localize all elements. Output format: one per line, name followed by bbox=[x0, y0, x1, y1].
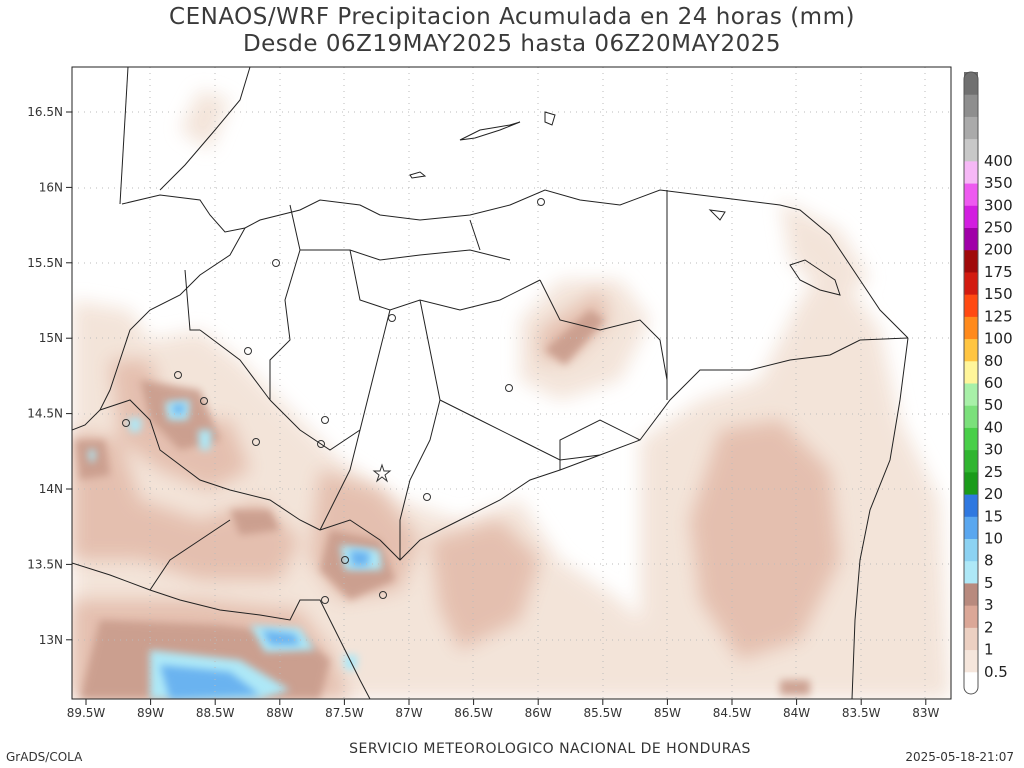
x-tick-label: 83.5W bbox=[842, 706, 881, 720]
colorbar-swatch bbox=[964, 360, 978, 384]
colorbar-swatch bbox=[964, 494, 978, 517]
colorbar-swatch bbox=[964, 405, 978, 428]
colorbar-level-label: 300 bbox=[984, 196, 1013, 214]
colorbar-level-label: 1 bbox=[984, 641, 994, 659]
colorbar-level-label: 100 bbox=[984, 330, 1013, 348]
x-tick-label: 86.5W bbox=[454, 706, 493, 720]
colorbar-swatch bbox=[964, 94, 978, 117]
colorbar-legend: 0.5 1 2 3 5 8 10 15 20 25 30 40 50 60 80 100 125 150 175 20… bbox=[963, 71, 1013, 695]
x-tick-label: 87W bbox=[395, 706, 422, 720]
colorbar-swatch bbox=[964, 294, 978, 317]
footer-agency: SERVICIO METEOROLOGICO NACIONAL DE HONDU… bbox=[349, 741, 751, 757]
x-axis: 89.5W 89W 88.5W 88W 87.5W 87W 86.5W 86W 85.5W 85W… bbox=[67, 699, 939, 720]
colorbar-level-label: 80 bbox=[984, 352, 1003, 370]
y-tick-label: 16N bbox=[39, 180, 63, 194]
x-tick-label: 86W bbox=[525, 706, 552, 720]
map-title-line1: CENAOS/WRF Precipitacion Acumulada en 24… bbox=[169, 4, 855, 30]
precipitation-field bbox=[72, 90, 951, 699]
colorbar-level-label: 350 bbox=[984, 174, 1013, 192]
y-tick-label: 14N bbox=[39, 482, 63, 496]
footer-timestamp: 2025-05-18-21:07 bbox=[905, 750, 1014, 764]
colorbar-swatch bbox=[964, 560, 978, 584]
x-tick-label: 84W bbox=[783, 706, 810, 720]
colorbar-level-label: 15 bbox=[984, 507, 1003, 525]
colorbar-level-label: 125 bbox=[984, 307, 1013, 325]
colorbar-swatch bbox=[964, 160, 978, 184]
colorbar-swatch bbox=[964, 582, 978, 606]
y-tick-label: 16.5N bbox=[27, 105, 63, 119]
colorbar-level-label: 5 bbox=[984, 574, 994, 592]
colorbar-swatch bbox=[964, 449, 978, 473]
colorbar-frame bbox=[963, 71, 979, 695]
y-tick-label: 13.5N bbox=[27, 557, 63, 571]
y-tick-label: 15.5N bbox=[27, 256, 63, 270]
colorbar-level-label: 2 bbox=[984, 618, 994, 636]
colorbar-swatch bbox=[964, 138, 978, 162]
colorbar-swatch bbox=[964, 471, 978, 495]
y-tick-label: 13N bbox=[39, 633, 63, 647]
colorbar-swatch bbox=[964, 316, 978, 340]
city-markers bbox=[122, 198, 545, 604]
x-tick-label: 84.5W bbox=[713, 706, 752, 720]
colorbar-swatch bbox=[964, 72, 978, 95]
x-tick-label: 88.5W bbox=[196, 706, 235, 720]
capital-star-icon bbox=[372, 463, 392, 483]
colorbar-swatch bbox=[964, 649, 978, 673]
x-tick-label: 87.5W bbox=[325, 706, 364, 720]
colorbar-level-label: 8 bbox=[984, 552, 994, 570]
footer-credit: GrADS/COLA bbox=[6, 750, 83, 764]
y-tick-label: 14.5N bbox=[27, 407, 63, 421]
colorbar-swatch bbox=[964, 205, 978, 228]
colorbar-swatch bbox=[964, 427, 978, 451]
colorbar-swatch bbox=[964, 249, 978, 273]
grid-lines bbox=[72, 67, 951, 699]
plot-frame bbox=[71, 66, 952, 700]
colorbar-swatch bbox=[964, 516, 978, 539]
colorbar-swatch bbox=[964, 116, 978, 140]
map-title-line2: Desde 06Z19MAY2025 hasta 06Z20MAY2025 bbox=[242, 31, 782, 57]
y-axis: 16.5N 16N 15.5N 15N 14.5N 14N 13.5N 13N bbox=[27, 105, 72, 647]
country-borders bbox=[72, 67, 909, 699]
colorbar-level-label: 30 bbox=[984, 441, 1003, 459]
colorbar-level-label: 25 bbox=[984, 463, 1003, 481]
colorbar-level-label: 40 bbox=[984, 418, 1003, 436]
colorbar-level-label: 0.5 bbox=[984, 663, 1008, 681]
colorbar-level-label: 50 bbox=[984, 396, 1003, 414]
colorbar-swatch bbox=[964, 383, 978, 406]
colorbar-swatch bbox=[964, 183, 978, 206]
x-tick-label: 89.5W bbox=[67, 706, 106, 720]
colorbar-swatch bbox=[964, 627, 978, 651]
colorbar-level-label: 250 bbox=[984, 219, 1013, 237]
y-tick-label: 15N bbox=[39, 331, 63, 345]
x-tick-label: 88W bbox=[266, 706, 293, 720]
colorbar-swatch bbox=[964, 271, 978, 295]
x-tick-label: 85.5W bbox=[584, 706, 623, 720]
colorbar-level-label: 150 bbox=[984, 285, 1013, 303]
colorbar-level-label: 60 bbox=[984, 374, 1003, 392]
colorbar-level-label: 200 bbox=[984, 241, 1013, 259]
x-tick-label: 85W bbox=[654, 706, 681, 720]
x-tick-label: 89W bbox=[137, 706, 164, 720]
colorbar-swatch bbox=[964, 605, 978, 628]
colorbar-level-label: 400 bbox=[984, 152, 1013, 170]
colorbar-swatch bbox=[964, 538, 978, 562]
x-tick-label: 83W bbox=[912, 706, 939, 720]
colorbar-level-label: 3 bbox=[984, 596, 994, 614]
colorbar-swatch bbox=[964, 338, 978, 362]
colorbar-swatch bbox=[964, 227, 978, 251]
colorbar-swatch bbox=[964, 671, 978, 695]
colorbar-level-label: 20 bbox=[984, 485, 1003, 503]
colorbar-level-label: 10 bbox=[984, 530, 1003, 548]
colorbar-level-label: 175 bbox=[984, 263, 1013, 281]
